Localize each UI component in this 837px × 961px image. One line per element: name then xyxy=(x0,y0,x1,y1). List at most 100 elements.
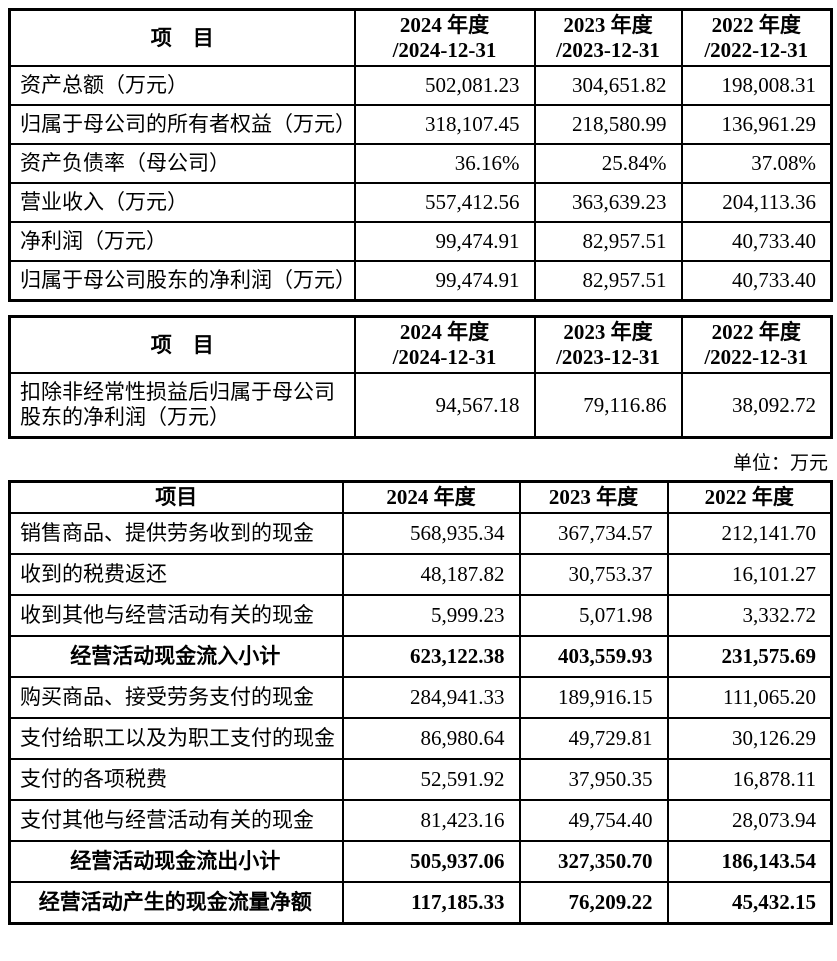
subtotal-value: 231,575.69 xyxy=(666,635,833,678)
metric-value: 40,733.40 xyxy=(680,221,833,262)
table-row-cash-from-sales: 销售商品、提供劳务收到的现金 568,935.34 367,734.57 212… xyxy=(8,512,833,555)
metric-value: 557,412.56 xyxy=(353,182,536,223)
metric-value: 40,733.40 xyxy=(680,260,833,302)
metric-value: 16,101.27 xyxy=(666,553,833,596)
date-label: /2022-12-31 xyxy=(704,345,809,369)
subtotal-label: 经营活动现金流出小计 xyxy=(8,840,344,883)
table-row-cash-inflow-subtotal: 经营活动现金流入小计 623,122.38 403,559.93 231,575… xyxy=(8,635,833,678)
table-row-other-operating-cash-received: 收到其他与经营活动有关的现金 5,999.23 5,071.98 3,332.7… xyxy=(8,594,833,637)
subtotal-value: 623,122.38 xyxy=(341,635,521,678)
deducted-header-row: 项 目 2024 年度 /2024-12-31 2023 年度 /2023-12… xyxy=(8,315,833,374)
metric-value: 25.84% xyxy=(533,143,683,184)
date-label: /2024-12-31 xyxy=(392,345,497,369)
cash-flow-header-row: 项目 2024 年度 2023 年度 2022 年度 xyxy=(8,480,833,514)
metric-label: 资产总额（万元） xyxy=(8,65,356,106)
metric-value: 502,081.23 xyxy=(353,65,536,106)
metric-value: 94,567.18 xyxy=(353,372,536,439)
metric-label: 购买商品、接受劳务支付的现金 xyxy=(8,676,344,719)
table-row-revenue: 营业收入（万元） 557,412.56 363,639.23 204,113.3… xyxy=(8,182,833,223)
metric-value: 212,141.70 xyxy=(666,512,833,555)
metric-value: 367,734.57 xyxy=(518,512,669,555)
metric-value: 30,126.29 xyxy=(666,717,833,760)
table-row-debt-ratio: 资产负债率（母公司） 36.16% 25.84% 37.08% xyxy=(8,143,833,184)
subtotal-label: 经营活动产生的现金流量净额 xyxy=(8,881,344,925)
metric-label: 归属于母公司股东的净利润（万元） xyxy=(8,260,356,302)
year-2022-column-header: 2022 年度 /2022-12-31 xyxy=(680,8,833,67)
year-label: 2023 年度 xyxy=(563,320,653,344)
table-row-parent-net-profit: 归属于母公司股东的净利润（万元） 99,474.91 82,957.51 40,… xyxy=(8,260,833,302)
metric-value: 111,065.20 xyxy=(666,676,833,719)
date-label: /2024-12-31 xyxy=(392,38,497,62)
metric-label: 支付其他与经营活动有关的现金 xyxy=(8,799,344,842)
metric-value: 49,729.81 xyxy=(518,717,669,760)
metric-label: 销售商品、提供劳务收到的现金 xyxy=(8,512,344,555)
year-label: 2024 年度 xyxy=(399,320,490,344)
summary-header-row: 项 目 2024 年度 /2024-12-31 2023 年度 /2023-12… xyxy=(8,8,833,67)
subtotal-value: 186,143.54 xyxy=(666,840,833,883)
metric-value: 284,941.33 xyxy=(341,676,521,719)
subtotal-value: 403,559.93 xyxy=(518,635,669,678)
table-row-other-operating-cash-paid: 支付其他与经营活动有关的现金 81,423.16 49,754.40 28,07… xyxy=(8,799,833,842)
table-row-net-profit: 净利润（万元） 99,474.91 82,957.51 40,733.40 xyxy=(8,221,833,262)
metric-label: 支付给职工以及为职工支付的现金 xyxy=(8,717,344,760)
table-row-deducted-net-profit: 扣除非经常性损益后归属于母公司股东的净利润（万元） 94,567.18 79,1… xyxy=(8,372,833,439)
metric-value: 189,916.15 xyxy=(518,676,669,719)
metric-value: 3,332.72 xyxy=(666,594,833,637)
year-label: 2023 年度 xyxy=(563,13,653,37)
metric-value: 363,639.23 xyxy=(533,182,683,223)
year-2024-column-header: 2024 年度 xyxy=(341,480,521,514)
financial-summary-table: 项 目 2024 年度 /2024-12-31 2023 年度 /2023-12… xyxy=(8,8,833,302)
date-label: /2022-12-31 xyxy=(704,38,809,62)
item-column-header: 项目 xyxy=(8,480,344,514)
metric-label: 收到其他与经营活动有关的现金 xyxy=(8,594,344,637)
year-label: 2024 年度 xyxy=(399,13,490,37)
metric-value: 5,999.23 xyxy=(341,594,521,637)
metric-value: 86,980.64 xyxy=(341,717,521,760)
subtotal-value: 505,937.06 xyxy=(341,840,521,883)
item-column-header: 项 目 xyxy=(8,315,356,374)
subtotal-value: 45,432.15 xyxy=(666,881,833,925)
metric-value: 38,092.72 xyxy=(680,372,833,439)
item-column-header: 项 目 xyxy=(8,8,356,67)
metric-value: 82,957.51 xyxy=(533,260,683,302)
metric-value: 198,008.31 xyxy=(680,65,833,106)
metric-value: 204,113.36 xyxy=(680,182,833,223)
metric-value: 79,116.86 xyxy=(533,372,683,439)
metric-value: 99,474.91 xyxy=(353,221,536,262)
metric-value: 5,071.98 xyxy=(518,594,669,637)
subtotal-value: 117,185.33 xyxy=(341,881,521,925)
metric-label: 资产负债率（母公司） xyxy=(8,143,356,184)
metric-label: 净利润（万元） xyxy=(8,221,356,262)
year-2024-column-header: 2024 年度 /2024-12-31 xyxy=(353,315,536,374)
metric-value: 36.16% xyxy=(353,143,536,184)
metric-value: 81,423.16 xyxy=(341,799,521,842)
year-2022-column-header: 2022 年度 /2022-12-31 xyxy=(680,315,833,374)
metric-value: 218,580.99 xyxy=(533,104,683,145)
metric-value: 52,591.92 xyxy=(341,758,521,801)
table-row-taxes-paid: 支付的各项税费 52,591.92 37,950.35 16,878.11 xyxy=(8,758,833,801)
metric-value: 318,107.45 xyxy=(353,104,536,145)
metric-value: 48,187.82 xyxy=(341,553,521,596)
metric-value: 82,957.51 xyxy=(533,221,683,262)
subtotal-value: 327,350.70 xyxy=(518,840,669,883)
year-2023-column-header: 2023 年度 /2023-12-31 xyxy=(533,8,683,67)
metric-value: 30,753.37 xyxy=(518,553,669,596)
year-2022-column-header: 2022 年度 xyxy=(666,480,833,514)
year-label: 2022 年度 xyxy=(711,320,801,344)
metric-value: 568,935.34 xyxy=(341,512,521,555)
table-row-cash-paid-to-employees: 支付给职工以及为职工支付的现金 86,980.64 49,729.81 30,1… xyxy=(8,717,833,760)
table-row-net-cash-flow: 经营活动产生的现金流量净额 117,185.33 76,209.22 45,43… xyxy=(8,881,833,925)
metric-value: 99,474.91 xyxy=(353,260,536,302)
table-row-cash-outflow-subtotal: 经营活动现金流出小计 505,937.06 327,350.70 186,143… xyxy=(8,840,833,883)
subtotal-label: 经营活动现金流入小计 xyxy=(8,635,344,678)
subtotal-value: 76,209.22 xyxy=(518,881,669,925)
metric-value: 304,651.82 xyxy=(533,65,683,106)
metric-label: 支付的各项税费 xyxy=(8,758,344,801)
metric-value: 37,950.35 xyxy=(518,758,669,801)
metric-label: 营业收入（万元） xyxy=(8,182,356,223)
table-row-parent-equity: 归属于母公司的所有者权益（万元） 318,107.45 218,580.99 1… xyxy=(8,104,833,145)
metric-value: 37.08% xyxy=(680,143,833,184)
year-2023-column-header: 2023 年度 /2023-12-31 xyxy=(533,315,683,374)
year-2024-column-header: 2024 年度 /2024-12-31 xyxy=(353,8,536,67)
